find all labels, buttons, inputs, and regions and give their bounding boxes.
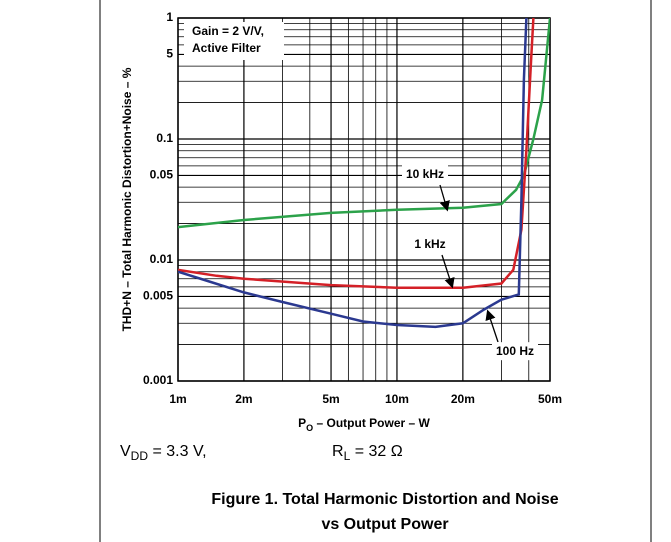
label-part: O [306,423,313,433]
x-tick-label: 1m [169,392,186,406]
x-tick-label: 50m [538,392,562,406]
plot-border [177,17,551,382]
label-part: DD [131,449,149,463]
x-tick-label: 2m [235,392,252,406]
label-part: L [344,449,351,463]
series-line [178,18,528,329]
y-tick-label: 0.1 [156,131,173,145]
x-tick-label: 20m [451,392,475,406]
y-tick-label: 0.05 [150,168,174,182]
label-part: = 32 Ω [350,443,402,460]
label: RL = 32 Ω [332,443,403,463]
label-part: P [298,416,306,430]
series-label-bg [401,165,449,184]
x-tick-label: 10m [385,392,409,406]
series-line [178,18,535,289]
label-part: = 3.3 V, [148,443,207,460]
y-tick-label: 0.01 [150,252,174,266]
y-tick-label: 1 [166,10,173,24]
label: PO – Output Power – W [298,416,430,433]
series-label: 1 kHz [414,237,445,251]
series-label: 10 kHz [406,167,444,181]
series-label-bg [410,235,450,254]
y-tick-label: 0.001 [143,373,173,387]
y-axis-label: THD+N – Total Harmonic Distortion+Noise … [120,67,134,331]
series-label: 100 Hz [496,344,534,358]
x-tick-label: 5m [322,392,339,406]
chart-title: Figure 1. Total Harmonic Distortion and … [211,491,558,508]
y-tick-label: 5 [166,47,173,61]
overlay: Gain = 2 V/V, Active Filter 10 kHz 1 kHz 100… [184,22,539,361]
annotation: Gain = 2 V/V, [192,24,264,38]
annotation-box [184,22,284,60]
label-arrow [485,309,499,343]
label-part: – Output Power – W [313,416,430,430]
y-tick-label: 0.005 [143,289,173,303]
label-arrow [439,184,450,212]
lines [178,18,550,329]
label-part: R [332,443,344,460]
grid: 1m 2m 5m 10m 20m 50m 0.001 0.005 0.01 0.05 0.1 5 1 [143,10,562,406]
label-part: V [120,443,131,460]
annotation: Active Filter [192,41,261,55]
chart-title: vs Output Power [321,516,448,533]
label: VDD = 3.3 V, [120,443,207,463]
series-label-bg [491,342,539,361]
label-arrow [441,254,455,289]
series-line [178,18,550,229]
